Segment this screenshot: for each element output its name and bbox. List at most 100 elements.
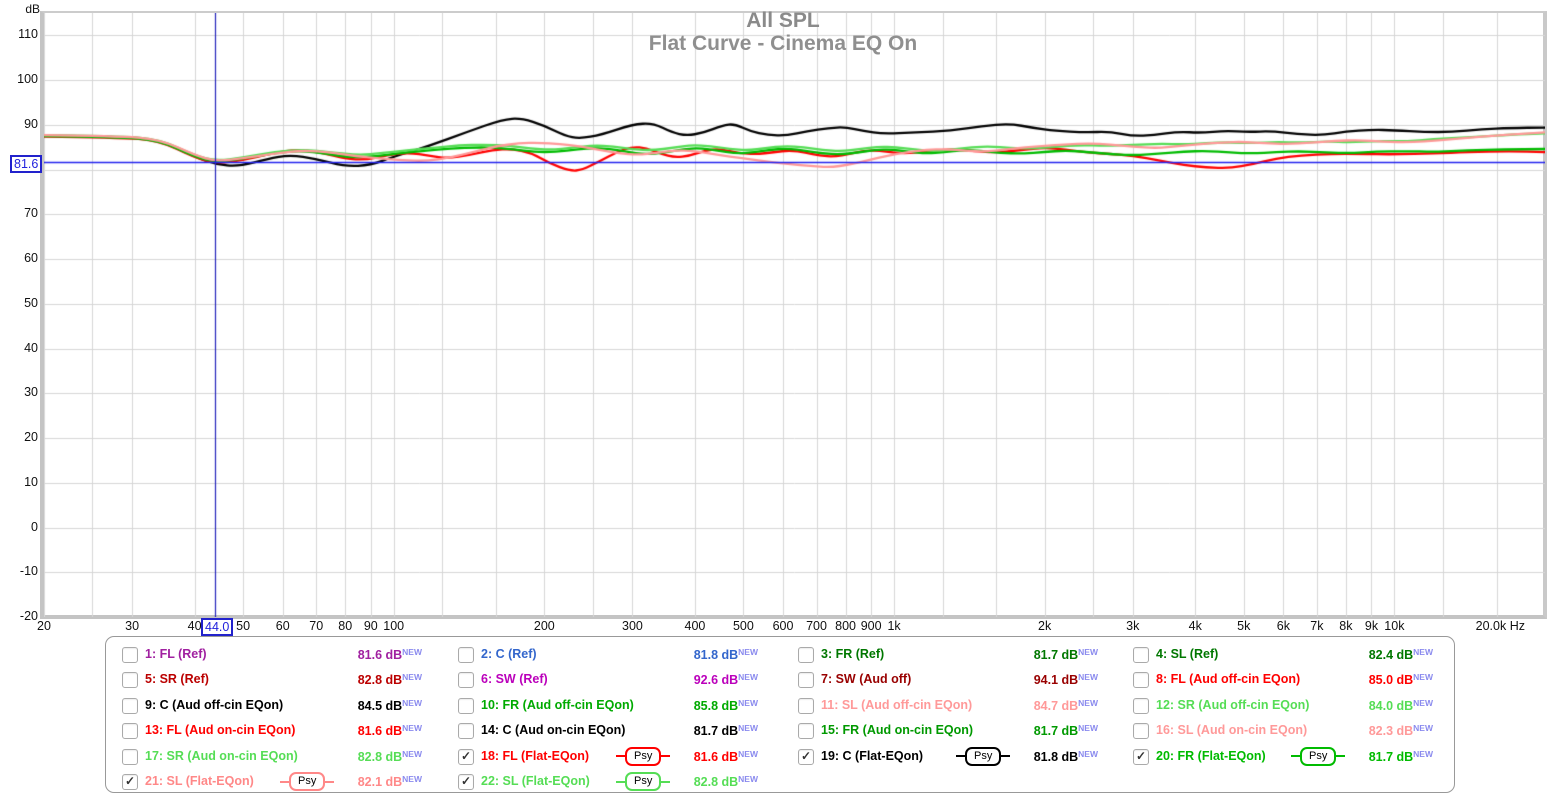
measurement-level-value: 82.1 dBNEW xyxy=(357,774,422,789)
legend-item[interactable]: 14: C (Aud on-cin EQon) 81.7 dBNEW xyxy=(450,718,784,744)
x-tick-label: 60 xyxy=(275,619,290,633)
legend-item[interactable]: 13: FL (Aud on-cin EQon) 81.6 dBNEW xyxy=(114,718,448,744)
measurement-checkbox[interactable] xyxy=(1133,697,1149,714)
legend-item[interactable]: 2: C (Ref) 81.8 dBNEW xyxy=(450,642,784,668)
measurement-level-value: 81.6 dBNEW xyxy=(357,723,422,739)
measurement-label: 15: FR (Aud on-cin EQon) xyxy=(821,723,974,738)
new-badge: NEW xyxy=(738,774,758,784)
y-tick-label: -10 xyxy=(19,564,38,579)
measurement-checkbox[interactable] xyxy=(798,647,814,663)
psy-smoothing-badge[interactable]: Psy xyxy=(616,772,671,791)
psy-smoothing-badge[interactable]: Psy xyxy=(956,746,1011,766)
new-badge: NEW xyxy=(1413,697,1433,708)
measurement-label: 3: FR (Ref) xyxy=(821,647,885,661)
measurement-checkbox[interactable] xyxy=(798,672,814,689)
measurement-checkbox[interactable] xyxy=(122,723,138,740)
legend-item[interactable]: ✓ 21: SL (Flat-EQon) Psy 82.1 dBNEW xyxy=(114,769,448,795)
new-badge: NEW xyxy=(1413,672,1433,683)
legend-item[interactable]: 3: FR (Ref) 81.7 dBNEW xyxy=(790,642,1124,668)
measurement-label: 7: SW (Aud off) xyxy=(821,672,912,687)
legend-item[interactable]: 15: FR (Aud on-cin EQon) 81.7 dBNEW xyxy=(790,718,1124,744)
legend-item[interactable]: 5: SR (Ref) 82.8 dBNEW xyxy=(114,667,448,693)
x-tick-label: 20 xyxy=(37,619,51,633)
measurement-checkbox[interactable] xyxy=(798,697,814,714)
measurement-label: 17: SR (Aud on-cin EQon) xyxy=(145,748,298,763)
measurement-checkbox[interactable]: ✓ xyxy=(1133,748,1149,765)
measurement-level-value: 81.8 dBNEW xyxy=(1033,748,1098,764)
cursor-db-readout[interactable]: 81.6 xyxy=(10,155,43,173)
measurement-label: 5: SR (Ref) xyxy=(145,672,209,687)
y-tick-label: 0 xyxy=(31,519,38,534)
new-badge: NEW xyxy=(1078,697,1098,708)
legend-item[interactable]: 1: FL (Ref) 81.6 dBNEW xyxy=(114,642,448,668)
legend-item[interactable]: ✓ 18: FL (Flat-EQon) Psy 81.6 dBNEW xyxy=(450,744,784,770)
x-tick-label: 500 xyxy=(732,619,754,633)
x-tick-label: 5k xyxy=(1237,619,1251,633)
x-tick-label: 90 xyxy=(363,619,378,633)
measurement-checkbox[interactable] xyxy=(122,672,138,689)
measurement-level-value: 92.6 dBNEW xyxy=(693,672,758,688)
x-tick-label: 900 xyxy=(860,619,882,633)
measurement-label: 22: SL (Flat-EQon) xyxy=(481,774,590,788)
new-badge: NEW xyxy=(402,672,422,683)
measurement-checkbox[interactable]: ✓ xyxy=(798,748,814,765)
legend-item[interactable]: ✓ 22: SL (Flat-EQon) Psy 82.8 dBNEW xyxy=(450,769,784,795)
legend-item[interactable]: 17: SR (Aud on-cin EQon) 82.8 dBNEW xyxy=(114,744,448,770)
measurement-checkbox[interactable] xyxy=(1133,723,1149,740)
measurement-checkbox[interactable] xyxy=(122,697,138,714)
spl-chart-canvas[interactable] xyxy=(44,13,1545,617)
psy-badge-text: Psy xyxy=(965,746,1002,766)
x-tick-label: 30 xyxy=(125,619,140,633)
measurement-checkbox[interactable] xyxy=(458,723,474,740)
legend-panel: 1: FL (Ref) 81.6 dBNEW 2: C (Ref) 81.8 dBNE… xyxy=(105,636,1455,793)
measurement-label: 19: C (Flat-EQon) xyxy=(821,748,924,763)
measurement-checkbox[interactable]: ✓ xyxy=(458,774,474,790)
legend-item[interactable]: 10: FR (Aud off-cin EQon) 85.8 dBNEW xyxy=(450,693,784,719)
x-tick-label: 8k xyxy=(1339,619,1353,633)
measurement-checkbox[interactable] xyxy=(798,723,814,740)
new-badge: NEW xyxy=(738,723,758,734)
measurement-label: 13: FL (Aud on-cin EQon) xyxy=(145,723,296,738)
new-badge: NEW xyxy=(738,697,758,708)
measurement-checkbox[interactable] xyxy=(458,647,474,663)
measurement-level-value: 94.1 dBNEW xyxy=(1033,672,1098,688)
legend-item[interactable]: 16: SL (Aud on-cin EQon) 82.3 dBNEW xyxy=(1125,718,1459,744)
legend-item[interactable]: 6: SW (Ref) 92.6 dBNEW xyxy=(450,667,784,693)
measurement-checkbox[interactable] xyxy=(1133,647,1149,663)
legend-item[interactable]: 11: SL (Aud off-cin EQon) 84.7 dBNEW xyxy=(790,693,1124,719)
trace-line-left xyxy=(1291,755,1300,758)
measurement-label: 18: FL (Flat-EQon) xyxy=(481,748,590,763)
legend-item[interactable]: ✓ 19: C (Flat-EQon) Psy 81.8 dBNEW xyxy=(790,744,1124,770)
measurement-checkbox[interactable] xyxy=(122,647,138,663)
legend-item[interactable]: ✓ 20: FR (Flat-EQon) Psy 81.7 dBNEW xyxy=(1125,744,1459,770)
measurement-checkbox[interactable]: ✓ xyxy=(458,748,474,765)
x-tick-label: 80 xyxy=(338,619,353,633)
y-tick-label: 90 xyxy=(24,116,38,131)
measurement-checkbox[interactable] xyxy=(122,748,138,765)
trace-line-right xyxy=(661,755,671,758)
measurement-checkbox[interactable] xyxy=(1133,672,1149,689)
measurement-level-value: 85.8 dBNEW xyxy=(693,697,758,713)
measurement-checkbox[interactable] xyxy=(458,697,474,714)
psy-smoothing-badge[interactable]: Psy xyxy=(616,746,671,766)
measurement-level-value: 82.8 dBNEW xyxy=(357,672,422,688)
legend-item[interactable]: 8: FL (Aud off-cin EQon) 85.0 dBNEW xyxy=(1125,667,1459,693)
legend-item[interactable]: 4: SL (Ref) 82.4 dBNEW xyxy=(1125,642,1459,668)
cursor-freq-readout[interactable]: 44.0 xyxy=(201,618,234,636)
measurement-level-value: 81.8 dBNEW xyxy=(693,647,758,662)
measurement-checkbox[interactable] xyxy=(458,672,474,689)
legend-item[interactable]: 7: SW (Aud off) 94.1 dBNEW xyxy=(790,667,1124,693)
y-tick-label: 100 xyxy=(17,72,38,87)
psy-smoothing-badge[interactable]: Psy xyxy=(280,772,335,791)
measurement-checkbox[interactable]: ✓ xyxy=(122,774,138,790)
y-tick-label: 70 xyxy=(24,206,38,221)
x-tick-label: 6k xyxy=(1276,619,1290,633)
legend-item[interactable]: 9: C (Aud off-cin EQon) 84.5 dBNEW xyxy=(114,693,448,719)
psy-smoothing-badge[interactable]: Psy xyxy=(1291,746,1346,766)
x-tick-label: 40 xyxy=(187,619,202,633)
x-tick-label: 1k xyxy=(887,619,901,633)
measurement-label: 11: SL (Aud off-cin EQon) xyxy=(821,697,973,712)
trace-line-right xyxy=(325,780,335,783)
y-tick-label: 20 xyxy=(24,430,38,445)
legend-item[interactable]: 12: SR (Aud off-cin EQon) 84.0 dBNEW xyxy=(1125,693,1459,719)
